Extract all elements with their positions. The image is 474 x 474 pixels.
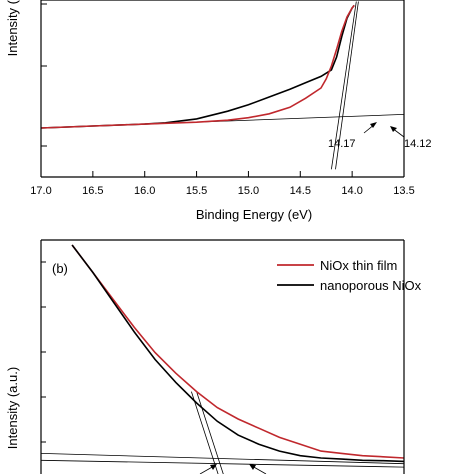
arrow-14-12-head <box>390 126 397 132</box>
legend: NiOx thin film nanoporous NiOx <box>277 258 422 293</box>
panel-a-y-axis-label: Intensity ( <box>5 0 20 56</box>
panel-a-x-tick-label: 15.5 <box>186 185 207 197</box>
panel-a-x-tick-label: 15.0 <box>238 185 259 197</box>
panel-a-x-tick-label: 17.0 <box>30 185 51 197</box>
panel-b: (b) Intensity (a.u.) NiOx thin film nano… <box>5 239 422 474</box>
panel-a-x-tick-label: 16.0 <box>134 185 155 197</box>
legend-label-nanoporous: nanoporous NiOx <box>320 278 422 293</box>
panel-a-series-1 <box>41 4 355 129</box>
panel-a-x-tick-label: 16.5 <box>82 185 103 197</box>
panel-a-plot-area <box>41 1 404 170</box>
panel-b-y-ticks <box>41 261 46 443</box>
panel-b-baseline-fit-1 <box>41 459 404 468</box>
arrow-left-head <box>210 464 217 470</box>
annotation-14-12: 14.12 <box>404 138 432 150</box>
panel-a: 17.0 16.5 16.0 15.5 15.0 14.5 14.0 13.5 Binding… <box>5 0 432 222</box>
arrow-right-head <box>249 464 256 470</box>
panel-a-x-tick-label: 14.0 <box>341 185 362 197</box>
panel-a-x-tick-label: 13.5 <box>393 185 414 197</box>
panel-a-x-axis-label: Binding Energy (eV) <box>196 207 312 222</box>
arrow-14-17-head <box>370 122 377 128</box>
panel-b-plot-area <box>41 244 404 474</box>
panel-a-edge-fit-0 <box>331 1 357 170</box>
panel-b-series-0 <box>71 244 404 459</box>
panel-a-x-ticks: 17.0 16.5 16.0 15.5 15.0 14.5 14.0 13.5 <box>30 171 415 197</box>
panel-b-baseline-fit-0 <box>41 453 404 465</box>
annotation-14-17: 14.17 <box>328 138 356 150</box>
panel-b-edge-fit-0 <box>191 391 219 474</box>
panel-b-series-1 <box>71 244 404 463</box>
panel-a-y-ticks <box>41 3 47 147</box>
panel-a-series-0 <box>41 4 355 129</box>
annotation-arrows <box>363 122 405 138</box>
legend-label-thin-film: NiOx thin film <box>320 258 397 273</box>
panel-b-label: (b) <box>52 261 68 276</box>
panel-b-y-axis-label: Intensity (a.u.) <box>5 367 20 449</box>
panel-a-edge-fit-1 <box>335 1 359 170</box>
panel-a-x-tick-label: 14.5 <box>290 185 311 197</box>
panel-b-arrows <box>199 464 267 474</box>
